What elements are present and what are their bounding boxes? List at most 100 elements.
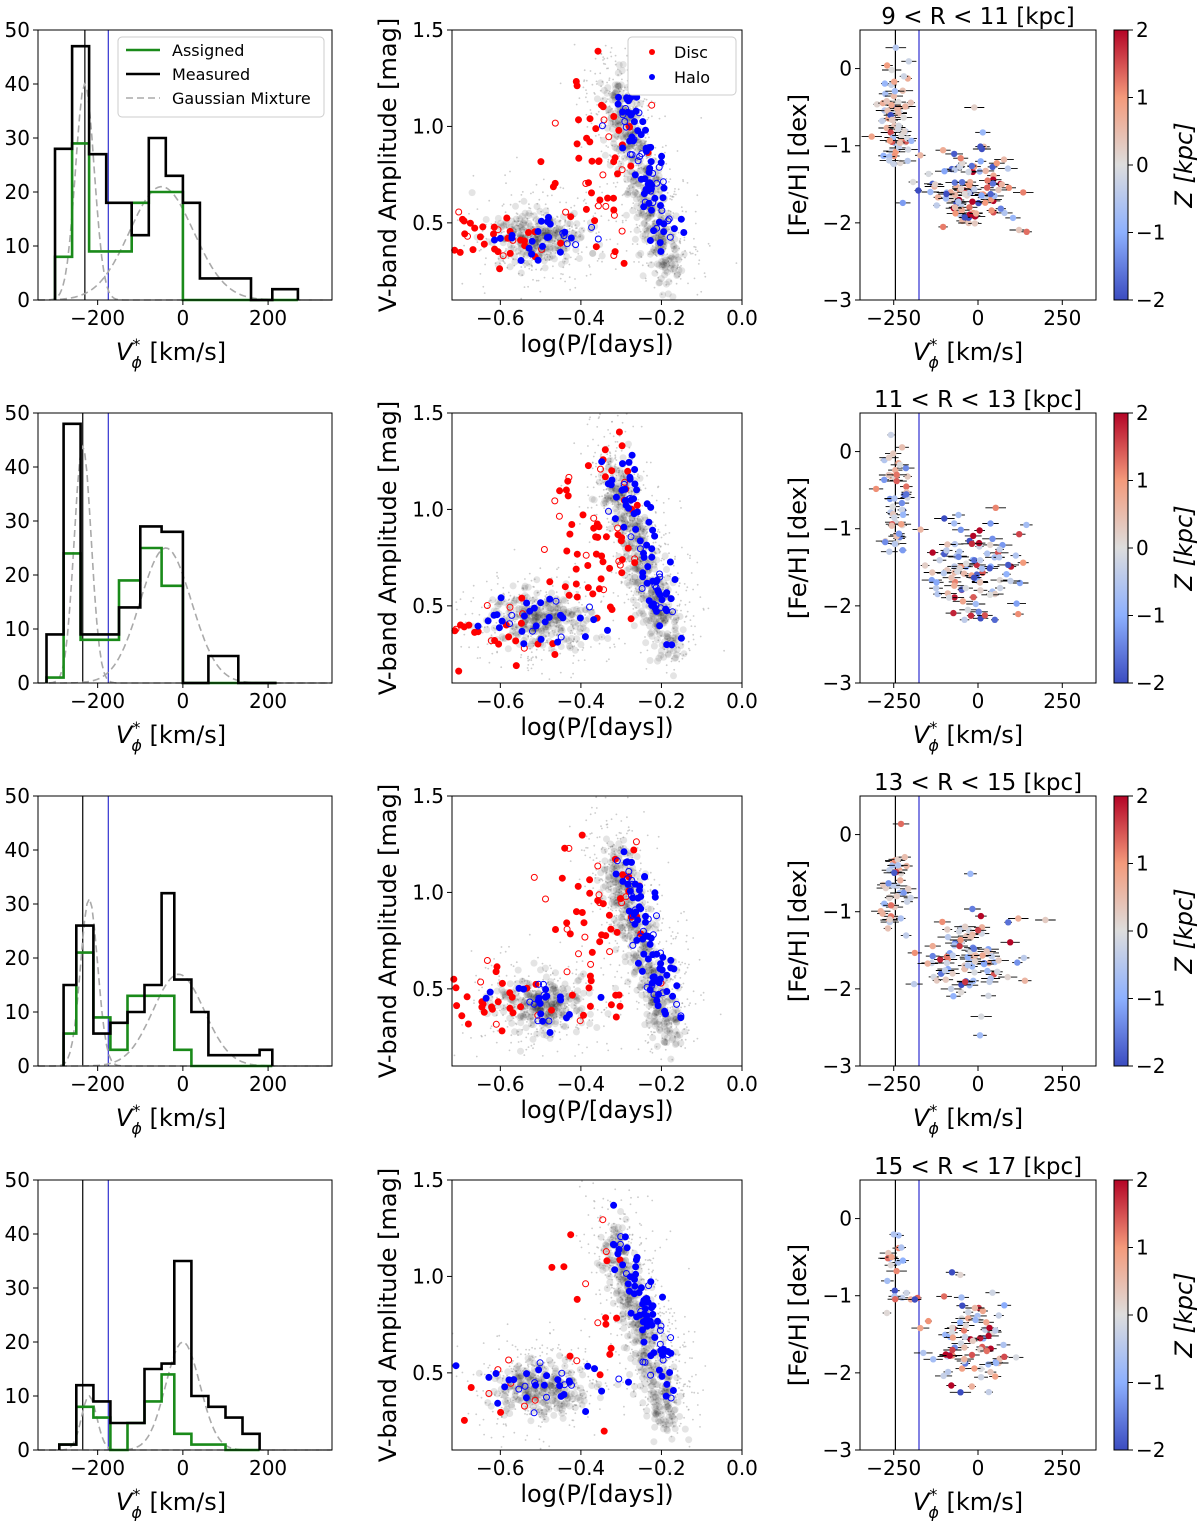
background-star [516, 253, 518, 255]
background-star [523, 286, 526, 288]
background-star [619, 1013, 622, 1016]
density-core [590, 496, 598, 504]
background-star [549, 964, 551, 967]
background-star [673, 975, 676, 978]
background-star [677, 572, 679, 575]
background-star [671, 978, 674, 981]
density-core [518, 977, 526, 985]
background-star [638, 261, 640, 263]
background-star [525, 1036, 528, 1039]
background-star [481, 230, 484, 232]
density-core [668, 254, 676, 262]
background-star [620, 88, 622, 90]
disc-star [480, 240, 488, 248]
background-star [661, 922, 663, 924]
background-star [624, 138, 627, 141]
background-star [682, 982, 685, 985]
gaussian-component-1 [38, 443, 332, 684]
density-core [554, 225, 562, 233]
background-star [544, 203, 547, 206]
background-star [639, 849, 642, 852]
background-star [628, 829, 631, 831]
halo-star [537, 217, 545, 225]
halo-star [657, 202, 664, 209]
halo-star [508, 231, 516, 239]
background-star [453, 1054, 456, 1057]
x-tick-label: −0.2 [637, 689, 686, 713]
background-star [671, 270, 674, 273]
density-core [670, 618, 678, 626]
background-star [585, 982, 587, 985]
density-core [641, 236, 649, 244]
background-star [658, 884, 661, 886]
background-star [520, 656, 522, 659]
background-star [527, 242, 530, 245]
background-star [504, 174, 506, 177]
background-star [606, 57, 609, 60]
disc-star [575, 154, 583, 162]
background-star [577, 1043, 580, 1046]
x-tick-label: 200 [249, 1072, 287, 1096]
background-star [506, 266, 509, 269]
background-star [621, 214, 624, 217]
halo-star [662, 590, 670, 598]
x-tick-label: −0.4 [557, 306, 606, 330]
background-star [699, 596, 702, 598]
density-core [557, 627, 565, 634]
background-star [470, 600, 473, 603]
background-star [675, 282, 678, 285]
background-star [575, 1026, 577, 1029]
background-star [680, 206, 683, 209]
background-star [476, 208, 479, 211]
background-star [616, 837, 619, 840]
halo-star [645, 518, 653, 526]
density-core [506, 980, 514, 988]
background-star [463, 244, 465, 247]
background-star [678, 961, 680, 963]
background-star [631, 131, 634, 134]
background-star [496, 996, 498, 999]
background-star [565, 247, 567, 250]
density-core [540, 257, 548, 265]
background-star [518, 227, 521, 230]
assigned-histogram [62, 951, 273, 1068]
background-star [684, 1038, 687, 1041]
background-star [657, 485, 660, 488]
background-star [510, 1041, 512, 1044]
background-star [587, 445, 589, 447]
density-core [600, 136, 608, 144]
background-star [530, 579, 533, 582]
legend-label-2: Measured [172, 65, 250, 84]
density-core [614, 117, 622, 125]
density-core [667, 253, 675, 261]
background-star [632, 608, 635, 610]
background-star [569, 860, 572, 862]
background-star [595, 80, 598, 83]
background-star [608, 923, 611, 926]
background-star [662, 502, 665, 504]
density-core [633, 214, 641, 221]
background-star [673, 193, 675, 196]
background-star [489, 1027, 492, 1030]
background-star [588, 838, 590, 840]
disc-star [584, 562, 592, 569]
background-star [505, 182, 507, 185]
density-core [533, 203, 541, 210]
density-core [529, 1035, 537, 1043]
background-star [530, 651, 533, 654]
density-core [634, 190, 641, 198]
background-star [639, 862, 642, 865]
background-star [617, 74, 619, 76]
density-core [524, 212, 532, 220]
background-star [508, 1049, 511, 1052]
background-star [590, 122, 593, 125]
density-core [624, 440, 632, 448]
background-star [646, 834, 649, 837]
background-star [585, 89, 587, 91]
background-star [646, 262, 648, 264]
background-star [626, 54, 628, 57]
halo-star [619, 460, 626, 468]
background-star [605, 1001, 608, 1003]
background-star [551, 194, 553, 197]
background-star [620, 832, 622, 835]
